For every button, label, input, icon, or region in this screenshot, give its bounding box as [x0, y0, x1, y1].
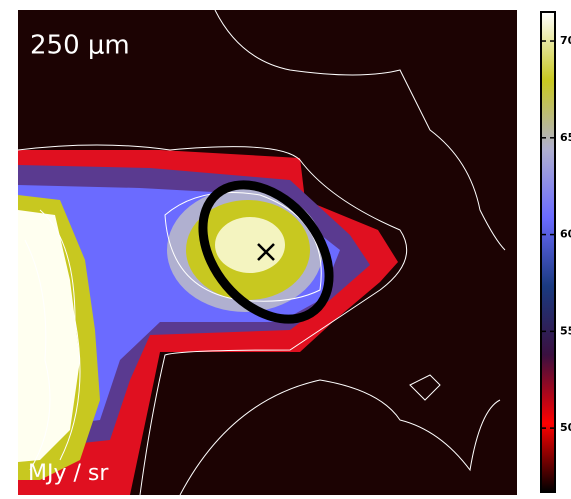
left-core	[18, 210, 80, 462]
colorbar-tick-label: 50	[560, 421, 571, 434]
image-title: 250 μm	[30, 31, 130, 61]
center-marker	[257, 243, 275, 261]
colorbar-tick-label: 55	[560, 324, 571, 337]
colorbar	[540, 11, 556, 493]
image: 250 μm MJy / sr	[18, 10, 517, 495]
contours	[18, 10, 506, 495]
colorbar-tick-label: 65	[560, 131, 571, 144]
colorbar-tick-label: 70	[560, 34, 571, 47]
unit-label: MJy / sr	[28, 461, 109, 486]
bright-core	[215, 217, 285, 273]
colorbar-tick-label: 60	[560, 228, 571, 241]
beam-ellipse	[198, 180, 334, 324]
